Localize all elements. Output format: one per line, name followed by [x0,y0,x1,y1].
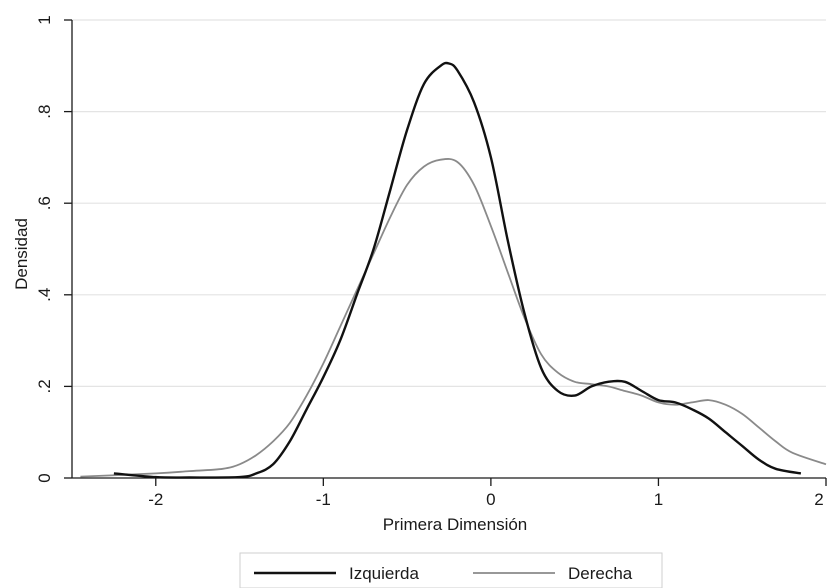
series-line-derecha [80,158,827,478]
y-tick-label-3: .6 [35,196,54,210]
axes [64,19,827,486]
series-lines [80,61,827,479]
y-tick-label-1: .2 [35,379,54,393]
legend-label-derecha: Derecha [568,564,633,583]
y-tick-label-4: .8 [35,105,54,119]
legend: Izquierda Derecha [254,564,633,583]
legend-label-izquierda: Izquierda [349,564,419,583]
series-line-izquierda [113,61,802,479]
gridlines [72,19,826,387]
legend-box [239,552,663,588]
y-tick-label-5: 1 [35,15,54,24]
y-axis-title: Densidad [12,218,31,290]
y-tick-label-2: .4 [35,288,54,302]
x-tick-label-1: -1 [316,490,331,509]
x-tick-label-0: -2 [148,490,163,509]
x-tick-label-4: 2 [814,490,823,509]
x-axis-title: Primera Dimensión [383,515,528,534]
x-tick-label-2: 0 [486,490,495,509]
tick-labels: 0 .2 .4 .6 .8 1 -2 -1 0 1 2 [35,15,824,509]
y-tick-label-0: 0 [35,473,54,482]
x-tick-label-3: 1 [654,490,663,509]
